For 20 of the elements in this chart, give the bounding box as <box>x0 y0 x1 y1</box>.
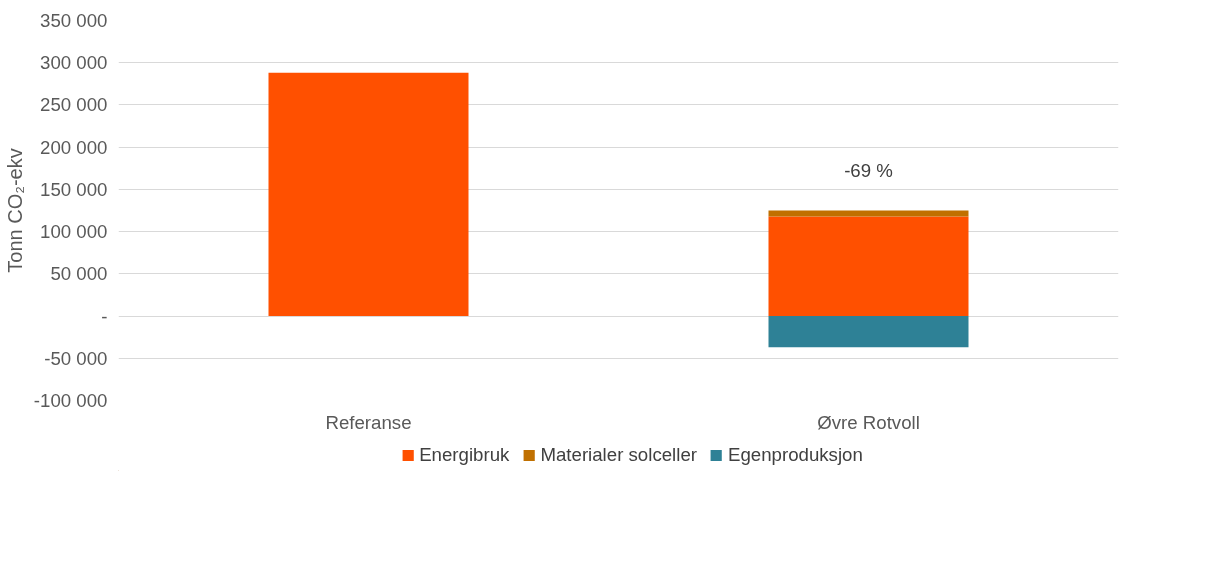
bar <box>768 216 969 317</box>
y-tick-label: 50 000 <box>50 263 108 285</box>
y-tick-label: 250 000 <box>40 94 108 116</box>
y-tick-label: 150 000 <box>40 178 108 200</box>
y-axis-title: Tonn CO₂-ekv <box>3 148 26 273</box>
y-tick-label: -50 000 <box>44 347 108 369</box>
y-tick-label: 100 000 <box>40 221 108 243</box>
legend-label: Materialer solceller <box>540 444 697 466</box>
y-tick-label: 300 000 <box>40 52 108 74</box>
y-tick-label: - <box>101 305 108 327</box>
legend-label: Energibruk <box>419 444 510 466</box>
y-tick-label: -100 000 <box>33 390 108 411</box>
x-tick-label: Referanse <box>325 411 412 433</box>
annotation: -69 % <box>844 159 893 181</box>
x-tick-label: Øvre Rotvoll <box>817 411 920 433</box>
bar <box>768 316 969 348</box>
legend-label: Egenproduksjon <box>727 444 863 466</box>
y-tick-label: 200 000 <box>40 136 108 158</box>
y-tick-label: 350 000 <box>40 10 108 31</box>
bar <box>268 72 469 317</box>
